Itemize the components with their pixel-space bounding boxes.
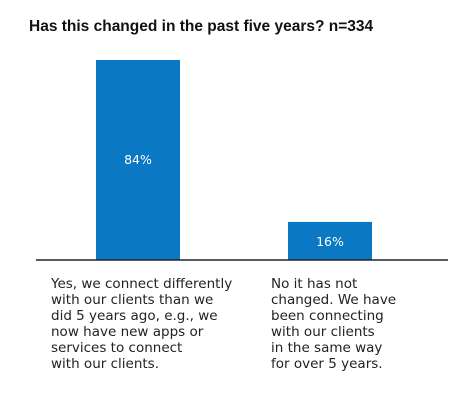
category-label-line: No it has not: [271, 276, 357, 292]
bar-value-label-1: 84%: [124, 152, 152, 167]
category-label-line: with our clients: [271, 324, 375, 340]
category-label-line: with our clients.: [51, 356, 159, 372]
bars-layer: 84% 16%: [96, 60, 372, 260]
category-label-line: Yes, we connect differently: [50, 276, 232, 292]
category-label-1: Yes, we connect differently with our clie…: [50, 276, 232, 372]
category-label-line: now have new apps or: [51, 324, 204, 340]
category-label-line: changed. We have: [271, 292, 396, 308]
category-label-line: for over 5 years.: [271, 356, 383, 372]
chart-title: Has this changed in the past five years?…: [29, 18, 374, 35]
bar-1: [96, 60, 180, 260]
category-labels: Yes, we connect differently with our clie…: [50, 276, 396, 372]
category-label-2: No it has not changed. We have been connec…: [271, 276, 396, 372]
category-label-line: with our clients than we: [51, 292, 213, 308]
category-label-line: services to connect: [51, 340, 182, 356]
bar-value-label-2: 16%: [316, 234, 344, 249]
bar-2: [288, 221, 372, 260]
category-label-line: did 5 years ago, e.g., we: [51, 308, 218, 324]
category-label-line: in the same way: [271, 340, 382, 356]
category-label-line: been connecting: [271, 308, 384, 324]
